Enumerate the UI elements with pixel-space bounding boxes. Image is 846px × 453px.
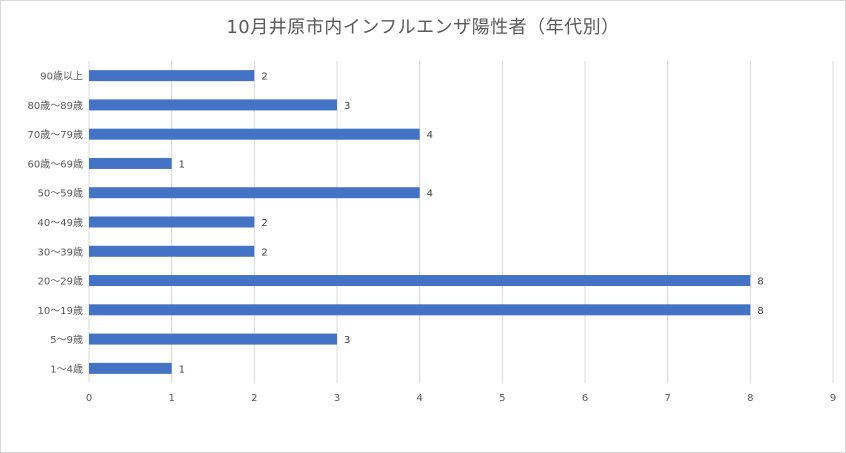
x-tick-label-8: 8 [747, 393, 753, 404]
data-label-4: 4 [427, 189, 433, 200]
category-label-6: 30〜39歳 [38, 246, 83, 258]
x-tick-label-7: 7 [664, 393, 670, 404]
x-tick-label-2: 2 [251, 393, 257, 404]
category-label-7: 20〜29歳 [38, 276, 83, 288]
x-tick-label-4: 4 [416, 393, 422, 404]
category-label-2: 70歳〜79歳 [28, 129, 83, 141]
data-label-2: 4 [427, 130, 433, 141]
category-label-5: 40〜49歳 [38, 217, 83, 229]
label-layer: 0 1 2 3 4 5 6 7 8 9 90歳以上 2 80歳〜89歳 3 70歳〜79歳 4 60歳〜69歳 1… [28, 71, 837, 404]
data-label-1: 3 [344, 101, 350, 112]
bar-7 [89, 275, 751, 287]
chart-title: 10月井原市内インフルエンザ陽性者（年代別） [226, 17, 620, 38]
x-tick-label-5: 5 [499, 393, 505, 404]
data-label-7: 8 [757, 277, 763, 288]
bar-0 [89, 70, 255, 82]
data-label-8: 8 [757, 306, 763, 317]
data-label-9: 3 [344, 335, 350, 346]
category-label-8: 10〜19歳 [38, 305, 83, 317]
data-label-5: 2 [261, 218, 267, 229]
category-label-4: 50〜59歳 [38, 188, 83, 200]
bar-6 [89, 245, 255, 257]
bar-3 [89, 157, 172, 169]
bar-10 [89, 362, 172, 374]
data-label-10: 1 [179, 364, 185, 375]
category-label-1: 80歳〜89歳 [28, 100, 83, 112]
bar-8 [89, 304, 751, 316]
data-label-0: 2 [261, 72, 267, 83]
data-label-3: 1 [179, 159, 185, 170]
x-tick-label-3: 3 [334, 393, 340, 404]
bar-9 [89, 333, 337, 345]
bar-2 [89, 128, 420, 140]
category-label-9: 5〜9歳 [50, 334, 83, 346]
category-label-10: 1〜4歳 [50, 363, 83, 375]
data-label-6: 2 [261, 247, 267, 258]
x-tick-label-1: 1 [168, 393, 174, 404]
x-tick-label-0: 0 [86, 393, 92, 404]
x-tick-label-6: 6 [582, 393, 588, 404]
bar-1 [89, 99, 337, 111]
category-label-0: 90歳以上 [40, 71, 83, 83]
category-label-3: 60歳〜69歳 [28, 158, 83, 170]
bar-5 [89, 216, 255, 228]
bar-4 [89, 187, 420, 199]
x-tick-label-9: 9 [830, 393, 836, 404]
bar-layer [89, 70, 751, 374]
